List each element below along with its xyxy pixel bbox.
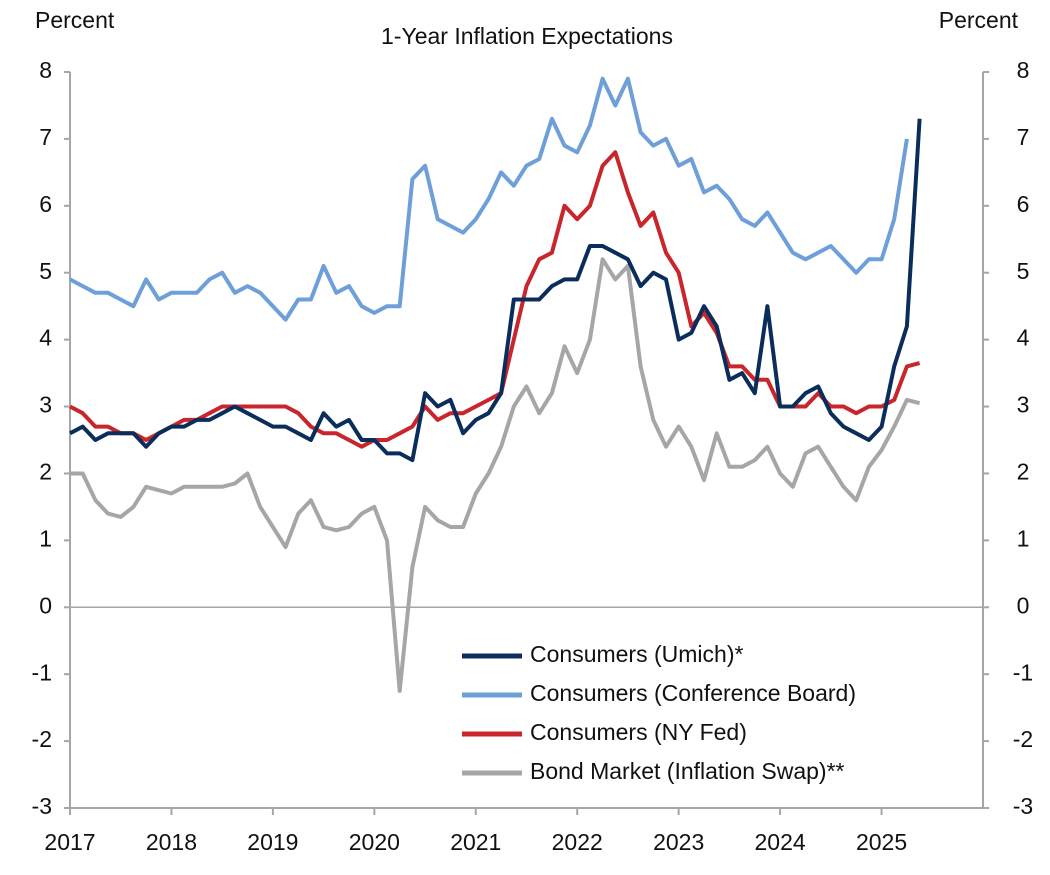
- y2-tick-label: -2: [1013, 726, 1033, 752]
- y-axis-label: Percent: [35, 7, 115, 33]
- y-tick-label: 6: [39, 191, 52, 217]
- y2-tick-label: 1: [1017, 525, 1030, 551]
- y2-tick-label: 4: [1017, 325, 1030, 351]
- legend-label: Consumers (NY Fed): [530, 719, 747, 745]
- y2-tick-label: 6: [1017, 191, 1030, 217]
- legend-label: Consumers (Conference Board): [530, 680, 856, 706]
- y-tick-label: -3: [32, 793, 52, 819]
- x-tick-label: 2023: [653, 829, 704, 855]
- series-line: [69, 76, 909, 322]
- x-tick-label: 2024: [755, 829, 806, 855]
- y2-tick-label: 2: [1017, 459, 1030, 485]
- y-tick-label: 0: [39, 592, 52, 618]
- y-tick-label: 5: [39, 258, 52, 284]
- y2-axis-label: Percent: [939, 7, 1019, 33]
- y2-tick-label: 8: [1017, 57, 1030, 83]
- y2-tick-label: -3: [1013, 793, 1033, 819]
- chart-title: 1-Year Inflation Expectations: [381, 23, 673, 49]
- y2-tick-label: 7: [1017, 124, 1030, 150]
- y2-tick-label: 0: [1017, 592, 1030, 618]
- y-tick-label: -2: [32, 726, 52, 752]
- x-tick-label: 2022: [552, 829, 603, 855]
- y2-tick-label: 3: [1017, 392, 1030, 418]
- legend-label: Bond Market (Inflation Swap)**: [530, 758, 845, 784]
- x-tick-label: 2017: [44, 829, 95, 855]
- y-tick-label: 7: [39, 124, 52, 150]
- x-tick-label: 2019: [247, 829, 298, 855]
- legend-label: Consumers (Umich)*: [530, 641, 743, 667]
- x-tick-label: 2020: [349, 829, 400, 855]
- y-tick-label: -1: [32, 659, 52, 685]
- y-tick-label: 4: [39, 325, 52, 351]
- y-tick-label: 2: [39, 459, 52, 485]
- y2-tick-label: 5: [1017, 258, 1030, 284]
- y-tick-label: 1: [39, 525, 52, 551]
- x-tick-label: 2025: [856, 829, 907, 855]
- y-tick-label: 3: [39, 392, 52, 418]
- x-tick-label: 2021: [450, 829, 501, 855]
- series-line: [70, 257, 921, 693]
- x-tick-label: 2018: [146, 829, 197, 855]
- y-tick-label: 8: [39, 57, 52, 83]
- y2-tick-label: -1: [1013, 659, 1033, 685]
- series-line: [69, 118, 922, 463]
